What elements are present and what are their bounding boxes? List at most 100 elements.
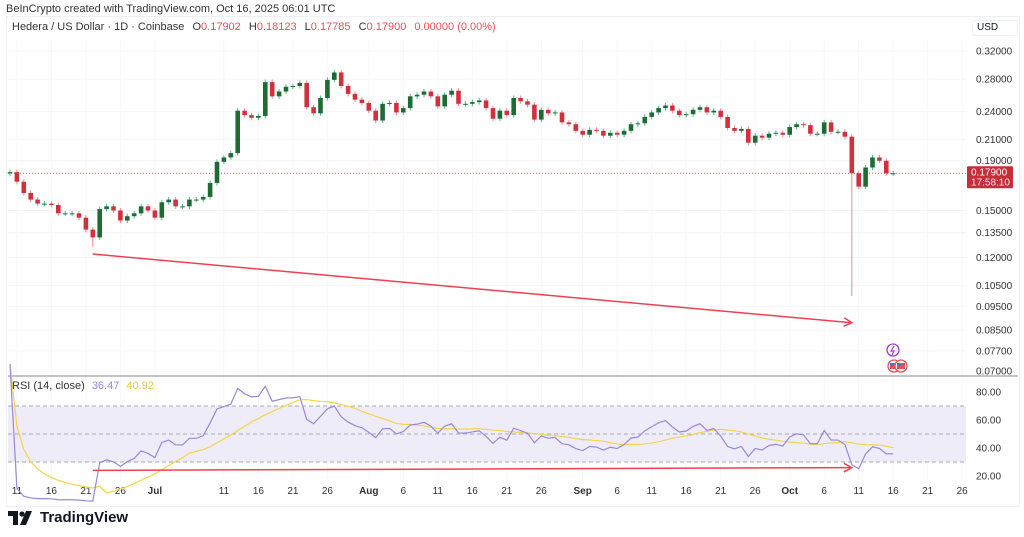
candle-body xyxy=(90,229,96,238)
rsi-ma-line xyxy=(9,363,894,494)
candle-body xyxy=(332,72,337,80)
candle-body xyxy=(352,93,358,100)
candle-body xyxy=(311,107,316,114)
candle-body xyxy=(566,122,572,125)
candle-body xyxy=(401,108,406,113)
candle-body xyxy=(483,100,489,109)
candle-body xyxy=(794,124,799,128)
candle-body xyxy=(504,110,510,116)
time-axis-label: 16 xyxy=(467,486,479,497)
price-axis-label: 0.19000 xyxy=(976,156,1013,167)
candle-body xyxy=(249,115,254,118)
candle-body xyxy=(373,110,378,121)
us-flag-icon-canton xyxy=(890,363,894,366)
candle-body xyxy=(14,172,20,182)
candle-body xyxy=(739,128,744,131)
lightning-icon xyxy=(886,343,900,357)
candle-body xyxy=(207,182,213,197)
time-axis-label: 11 xyxy=(219,486,230,497)
rsi-ma-value: 40.92 xyxy=(126,380,154,392)
price-axis-label: 0.07700 xyxy=(976,346,1013,357)
candle-body xyxy=(815,133,820,135)
chart-frame xyxy=(6,16,1020,507)
candle-body xyxy=(104,206,109,210)
candle-body xyxy=(573,124,579,131)
candle-body xyxy=(283,86,289,92)
candle-body xyxy=(42,203,47,205)
candle-body xyxy=(304,82,309,108)
candle-body xyxy=(718,110,723,117)
time-axis-label: 11 xyxy=(647,486,658,497)
time-axis-label: 26 xyxy=(322,486,334,497)
candle-body xyxy=(884,160,889,174)
tradingview-logo-icon xyxy=(8,510,32,525)
candle-body xyxy=(732,127,737,131)
candle-body xyxy=(83,217,89,230)
candle-body xyxy=(490,108,496,119)
close-label: C xyxy=(358,21,367,33)
candle-body xyxy=(318,97,323,114)
candle-body xyxy=(228,153,234,158)
time-axis-label: Aug xyxy=(359,486,378,497)
candle-body xyxy=(118,210,123,221)
open-label: O xyxy=(192,21,202,33)
candle-body xyxy=(725,116,730,128)
candle-body xyxy=(456,90,461,104)
candle-body xyxy=(187,199,192,207)
candle-body xyxy=(476,100,482,103)
candle-body xyxy=(414,94,420,97)
candle-body xyxy=(849,136,855,174)
rsi-axis-label: 20.00 xyxy=(976,472,1001,483)
candle-body xyxy=(194,199,199,201)
price-axis-label: 0.15000 xyxy=(976,206,1013,217)
price-tag-countdown: 17:58:10 xyxy=(971,177,1010,188)
candle-body xyxy=(649,112,654,117)
price-divergence-arrow-head xyxy=(843,317,854,328)
candle-body xyxy=(856,173,861,187)
price-axis-label: 0.07000 xyxy=(976,366,1013,377)
lightning-icon-bolt xyxy=(889,345,895,356)
candle-body xyxy=(28,193,33,200)
candle-body xyxy=(759,135,765,138)
currency-button[interactable]: USD xyxy=(972,20,1018,36)
candle-body xyxy=(180,206,185,208)
tradingview-logo: TradingView xyxy=(8,509,128,526)
price-axis-label: 0.13500 xyxy=(976,228,1013,239)
candle-body xyxy=(773,132,779,134)
candle-body xyxy=(677,110,682,116)
candle-body xyxy=(890,173,896,175)
candle-body xyxy=(808,125,813,134)
candle-body xyxy=(787,127,792,135)
candle-body xyxy=(325,79,330,98)
chart-credit: BeInCrypto created with TradingView.com,… xyxy=(6,3,336,15)
candle-body xyxy=(442,94,447,107)
candle-body xyxy=(435,96,441,107)
time-axis-label: 16 xyxy=(888,486,900,497)
candle-body xyxy=(56,204,61,214)
candle-body xyxy=(97,209,102,238)
price-tag xyxy=(967,166,1013,189)
candle-body xyxy=(380,103,385,121)
candle-body xyxy=(704,107,710,113)
candle-body xyxy=(276,91,282,97)
candle-body xyxy=(628,124,634,131)
symbol-title: Hedera / US Dollar · 1D · Coinbase xyxy=(12,21,185,33)
rsi-axis-label: 40.00 xyxy=(976,444,1001,455)
candle-body xyxy=(338,72,344,86)
time-axis-label: 11 xyxy=(433,486,444,497)
time-axis-label: 6 xyxy=(821,486,827,497)
us-flag-icon xyxy=(887,359,908,373)
lightning-icon-circle xyxy=(886,343,900,357)
rsi-line xyxy=(9,363,894,502)
candle-body xyxy=(525,101,530,105)
candle-body xyxy=(539,109,544,120)
candle-body xyxy=(345,85,351,94)
candle-body xyxy=(518,97,523,102)
candle-body xyxy=(62,213,68,215)
candle-body xyxy=(642,116,648,124)
candle-body xyxy=(870,157,875,168)
candle-body xyxy=(621,130,627,135)
time-axis-label: 21 xyxy=(501,486,513,497)
time-axis-label: 11 xyxy=(854,486,865,497)
